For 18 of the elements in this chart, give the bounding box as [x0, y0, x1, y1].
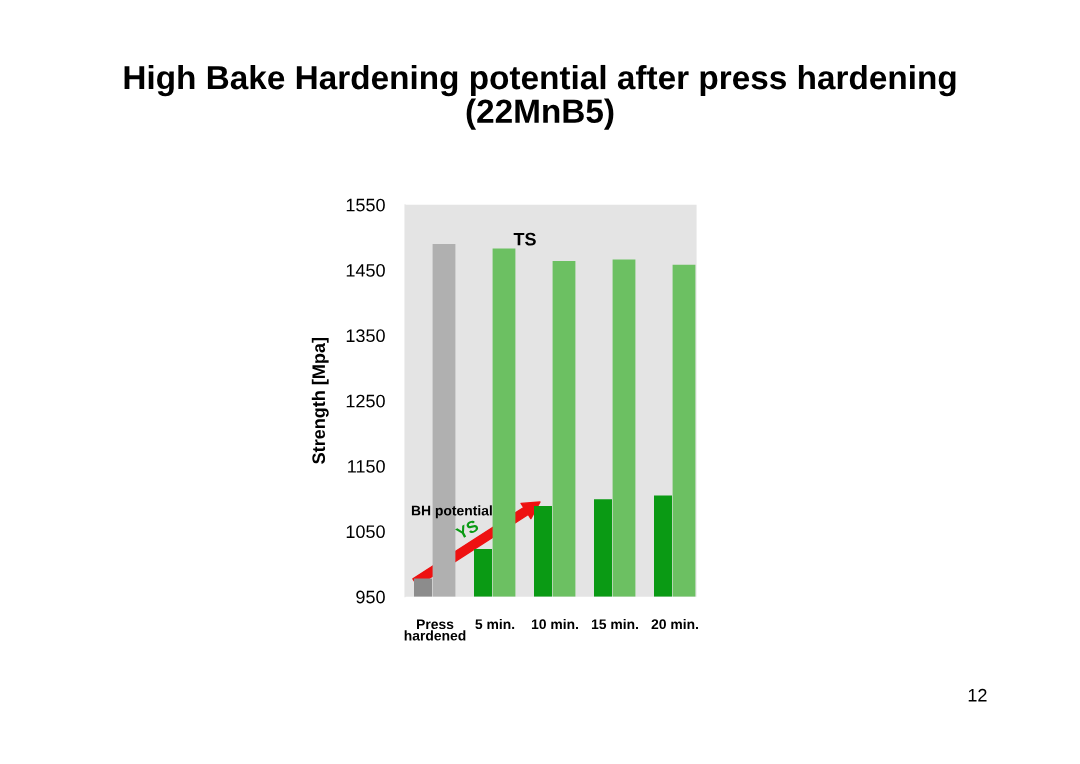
x-tick-label: 20 min. — [651, 618, 698, 630]
x-tick-label: 10 min. — [531, 618, 578, 630]
text: 12 — [968, 688, 987, 702]
chart-title: High Bake Hardening potential after press hardening (22MnB5) — [124, 64, 956, 130]
x-tick-label: Press hardened — [404, 619, 466, 641]
y-axis-title: Strength [Mpa] — [311, 338, 329, 464]
x-tick-label: 5 min. — [475, 618, 515, 630]
y-tick-label: 950 — [356, 590, 385, 604]
y-tick-label: 1150 — [348, 459, 385, 473]
series-label: TS — [513, 232, 536, 246]
y-tick-label: 1350 — [346, 329, 385, 343]
x-tick-label: 15 min. — [591, 618, 638, 630]
y-tick-label: 1250 — [346, 394, 385, 408]
text: YS — [454, 519, 480, 540]
y-tick-label: 1050 — [346, 525, 385, 539]
y-tick-label: 1450 — [346, 264, 385, 277]
y-tick-label: 1550 — [346, 198, 385, 212]
annotation: BH potential — [411, 505, 492, 519]
